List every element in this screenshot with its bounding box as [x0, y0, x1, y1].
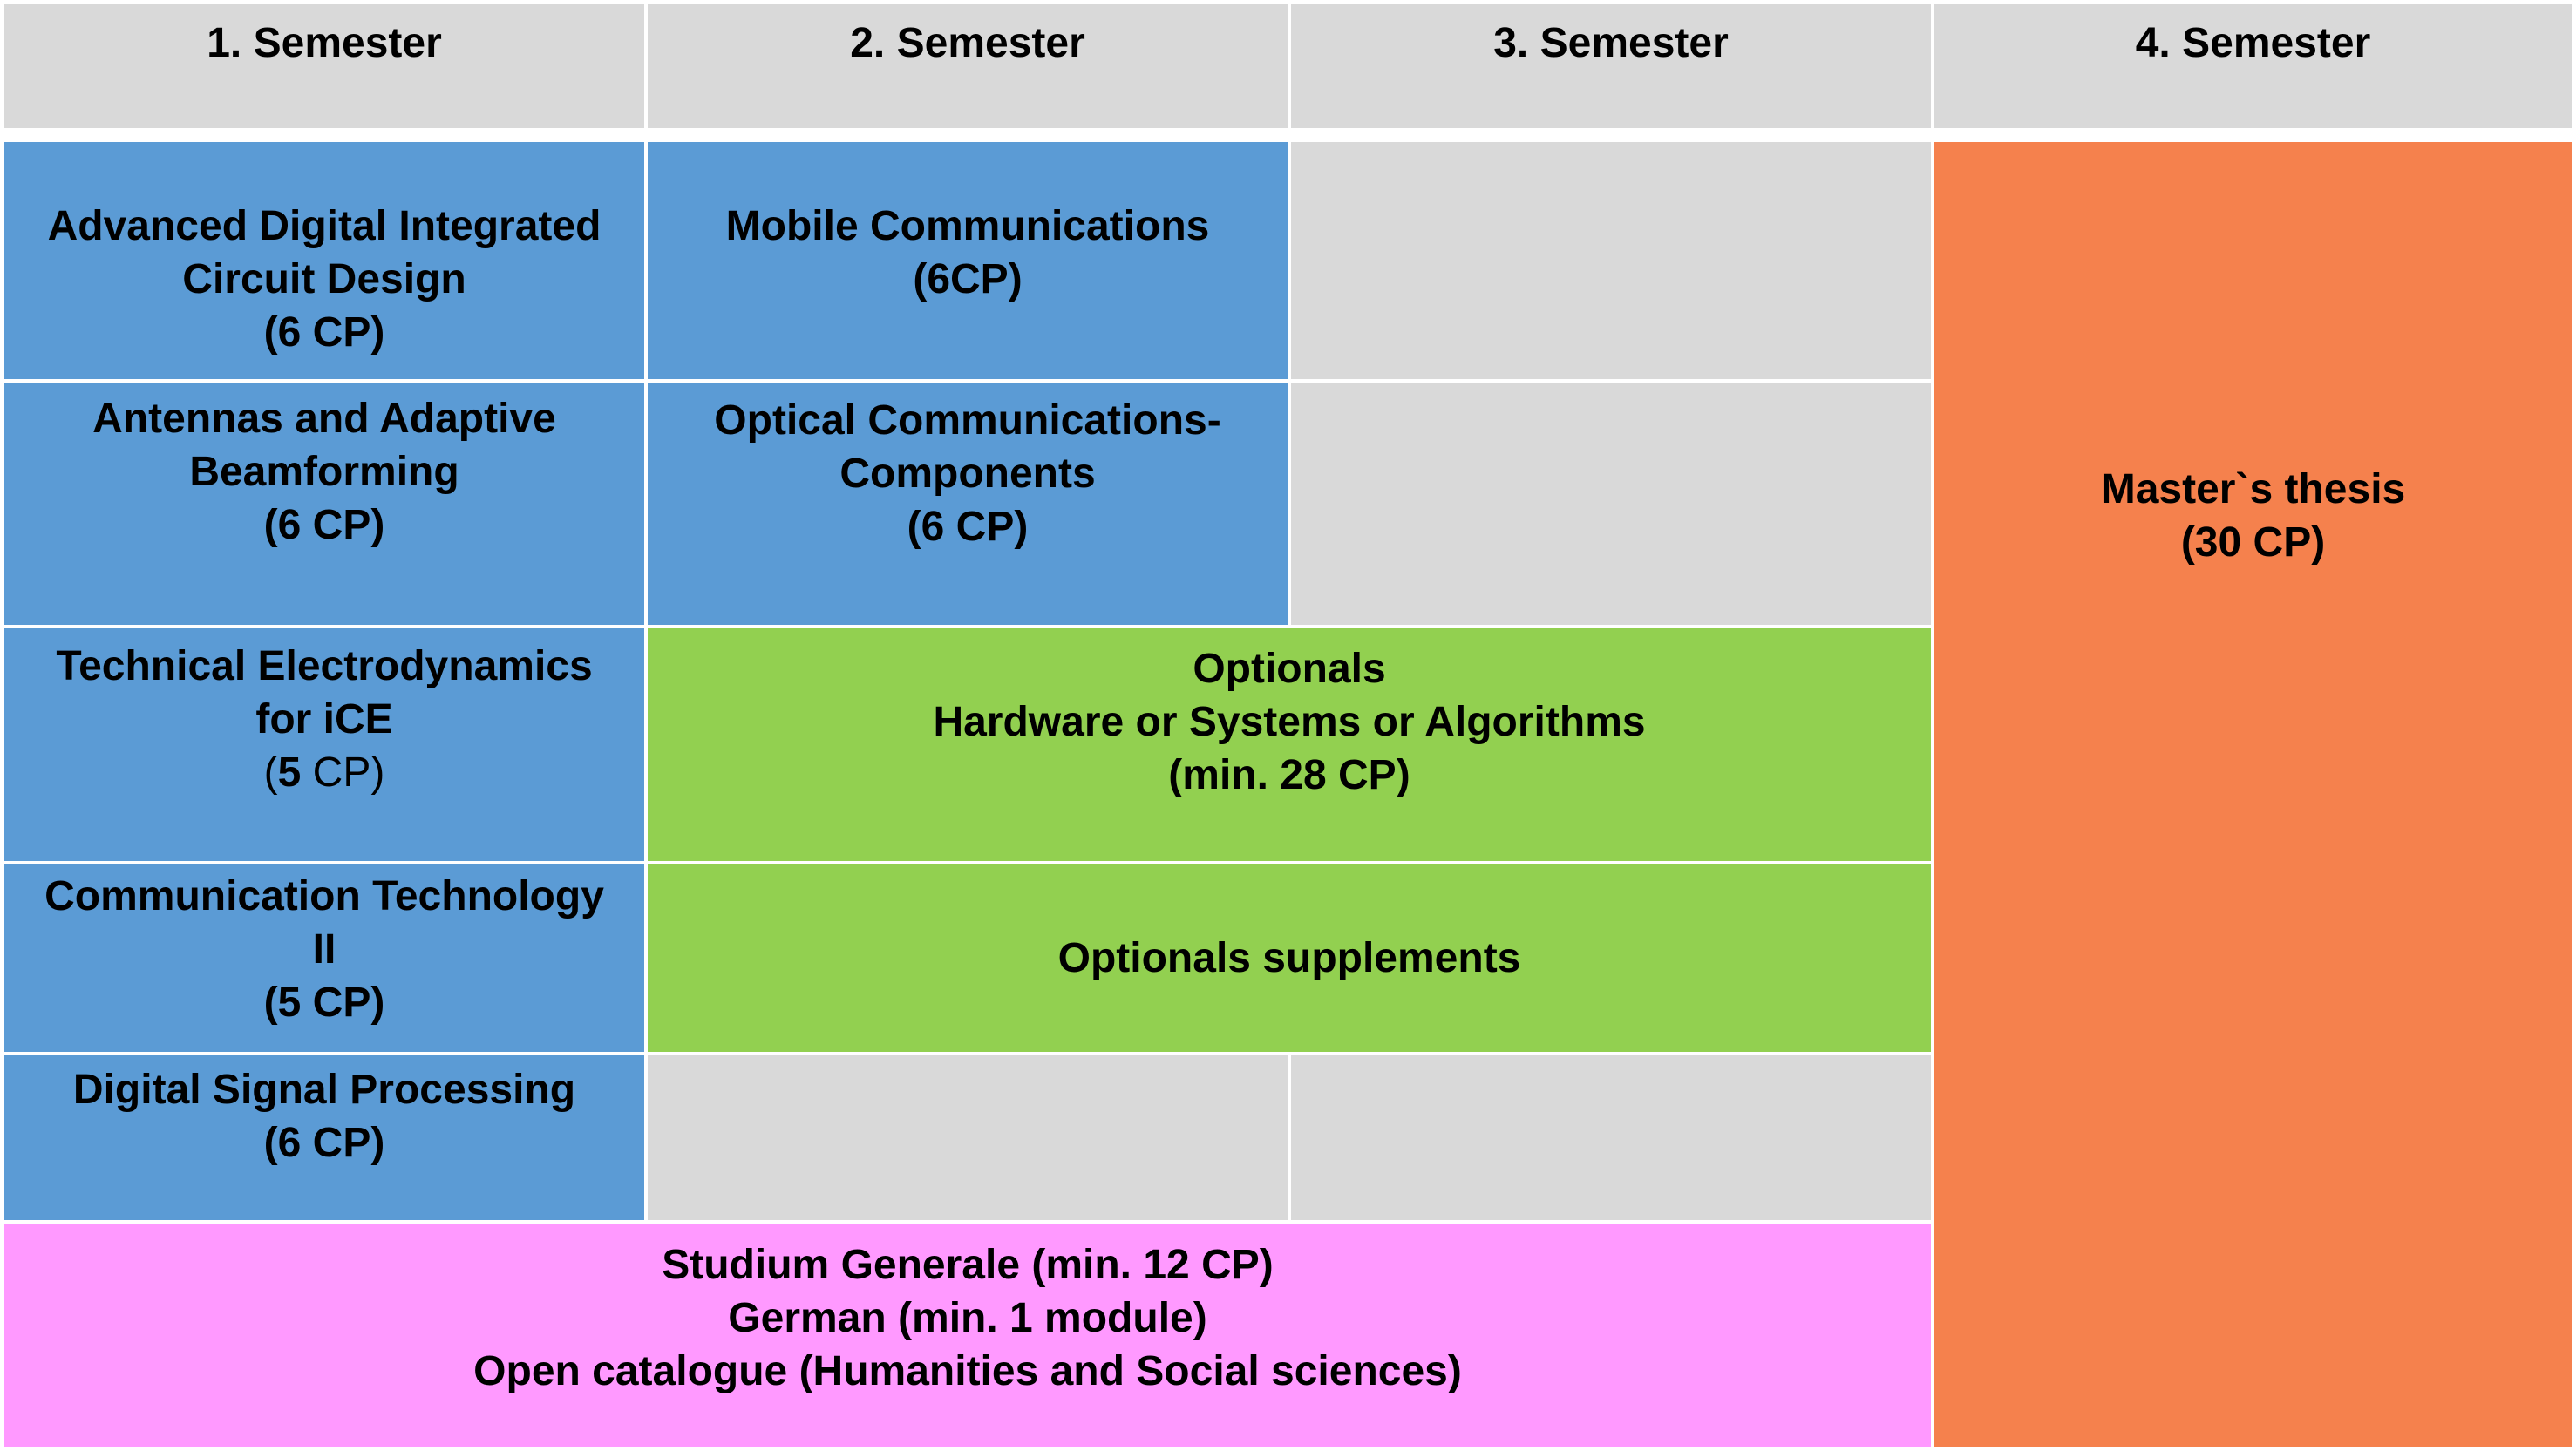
block-studium-generale: Studium Generale (min. 12 CP) German (mi…	[4, 1224, 1931, 1447]
module-advanced-digital-ic-design: Advanced Digital Integrated Circuit Desi…	[4, 142, 644, 379]
block-title: Optionals	[1193, 646, 1386, 692]
module-technical-electrodynamics: Technical Electrodynamics for iCE (5 CP)	[4, 628, 644, 861]
module-title-line: Master`s thesis	[2100, 466, 2406, 512]
module-digital-signal-processing: Digital Signal Processing (6 CP)	[4, 1055, 644, 1220]
module-credits: (6 CP)	[907, 504, 1029, 550]
module-title-line: Communication Technology	[44, 873, 604, 919]
header-label: 3. Semester	[1493, 20, 1729, 66]
module-title-line: Technical Electrodynamics	[56, 643, 593, 689]
block-credits: (min. 28 CP)	[1168, 752, 1410, 798]
header-label: 2. Semester	[850, 20, 1085, 66]
block-line: Studium Generale (min. 12 CP)	[662, 1242, 1274, 1288]
module-antennas-beamforming: Antennas and Adaptive Beamforming (6 CP)	[4, 383, 644, 625]
block-optionals: Optionals Hardware or Systems or Algorit…	[648, 628, 1931, 861]
module-title-line: Advanced Digital Integrated	[47, 203, 602, 249]
header-semester-2: 2. Semester	[648, 4, 1288, 128]
empty-cell-sem3-row5	[1291, 1055, 1931, 1220]
module-credits: (5 CP)	[264, 746, 385, 799]
credits-value: 5	[277, 749, 302, 796]
block-subtitle: Hardware or Systems or Algorithms	[933, 699, 1646, 745]
header-semester-3: 3. Semester	[1291, 4, 1931, 128]
module-title-line: Optical Communications-	[714, 397, 1221, 444]
credits-paren-open: (	[263, 749, 278, 796]
header-label: 4. Semester	[2135, 20, 2371, 66]
module-credits: (30 CP)	[2180, 519, 2326, 566]
block-line: German (min. 1 module)	[728, 1295, 1207, 1341]
module-credits: (6 CP)	[263, 309, 385, 356]
module-optical-communications-components: Optical Communications- Components (6 CP…	[648, 383, 1288, 625]
module-credits: (6CP)	[913, 256, 1023, 302]
empty-cell-sem3-row1	[1291, 142, 1931, 379]
module-title-line: Components	[839, 451, 1096, 497]
block-title: Optionals supplements	[1057, 935, 1521, 981]
module-credits: (6 CP)	[263, 1120, 385, 1166]
module-title-line: Antennas and Adaptive	[92, 396, 556, 442]
module-title-line: for iCE	[255, 696, 393, 742]
block-line: Open catalogue (Humanities and Social sc…	[473, 1348, 1462, 1394]
module-credits: (5 CP)	[263, 980, 385, 1026]
module-title-line: Circuit Design	[182, 256, 466, 302]
module-title-line: Beamforming	[189, 449, 459, 495]
module-mobile-communications: Mobile Communications (6CP)	[648, 142, 1288, 379]
module-title-line: Mobile Communications	[725, 203, 1210, 249]
module-title-line: Digital Signal Processing	[72, 1067, 576, 1113]
module-communication-technology-ii: Communication Technology II (5 CP)	[4, 864, 644, 1052]
empty-cell-sem3-row2	[1291, 383, 1931, 625]
header-semester-1: 1. Semester	[4, 4, 644, 128]
block-optionals-supplements: Optionals supplements	[648, 864, 1931, 1052]
module-credits: (6 CP)	[263, 502, 385, 548]
module-title-line: II	[312, 926, 336, 973]
credits-unit: CP)	[301, 749, 385, 796]
module-masters-thesis: Master`s thesis (30 CP)	[1934, 142, 2572, 1447]
empty-cell-sem2-row5	[648, 1055, 1288, 1220]
header-label: 1. Semester	[207, 20, 442, 66]
header-semester-4: 4. Semester	[1934, 4, 2572, 128]
